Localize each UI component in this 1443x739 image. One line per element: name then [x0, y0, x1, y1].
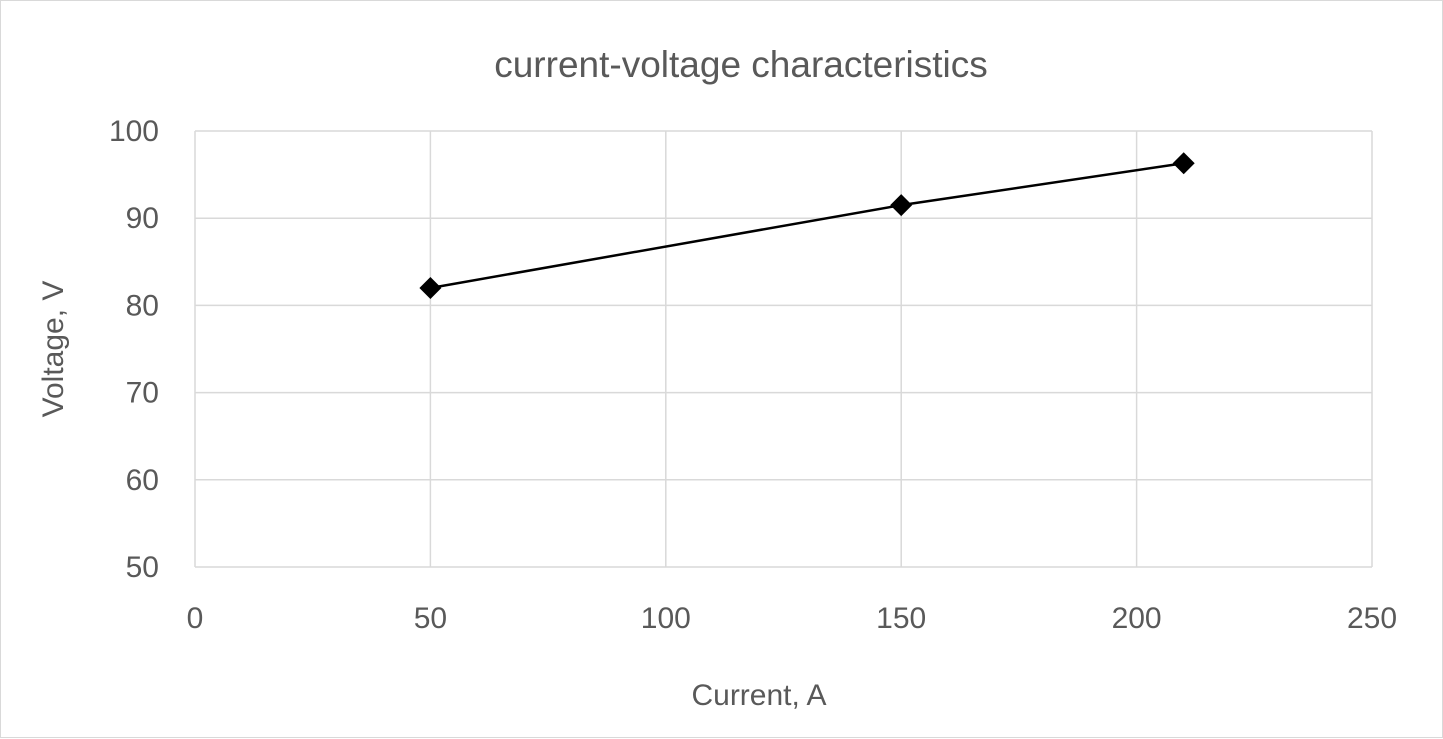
gridlines	[194, 130, 1373, 568]
y-tick-label: 60	[126, 464, 159, 497]
y-axis-title: Voltage, V	[37, 281, 70, 418]
x-tick-label: 50	[414, 602, 447, 635]
y-tick-label: 100	[109, 115, 159, 148]
data-markers	[419, 152, 1195, 299]
y-tick-label: 90	[126, 202, 159, 235]
x-tick-labels: 0 50 100 150 200 250	[187, 602, 1397, 635]
data-point-marker	[1172, 152, 1195, 175]
x-tick-label: 250	[1347, 602, 1397, 635]
data-point-marker	[890, 194, 913, 217]
x-axis-title: Current, A	[691, 679, 826, 712]
data-point-marker	[419, 276, 442, 299]
x-tick-label: 0	[187, 602, 204, 635]
y-tick-label: 50	[126, 551, 159, 584]
series-line	[430, 162, 1184, 290]
y-tick-labels: 50 60 70 80 90 100	[109, 115, 159, 584]
y-tick-label: 70	[126, 377, 159, 410]
y-tick-label: 80	[126, 289, 159, 322]
chart-title: current-voltage characteristics	[494, 44, 988, 85]
x-tick-label: 100	[641, 602, 691, 635]
x-tick-label: 200	[1112, 602, 1162, 635]
x-tick-label: 150	[876, 602, 926, 635]
